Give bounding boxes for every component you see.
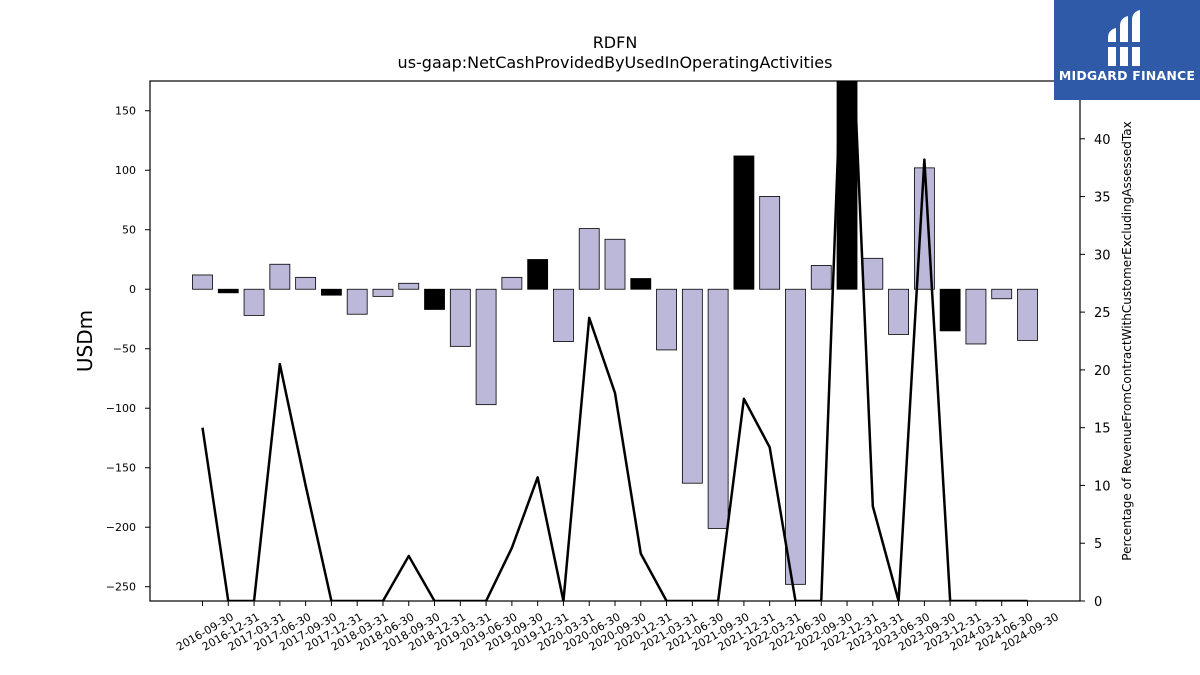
y-tick-label: −200 bbox=[106, 521, 136, 534]
bar bbox=[965, 288, 987, 345]
plot-marks bbox=[192, 81, 1038, 601]
y2-tick-label: 30 bbox=[1094, 248, 1111, 263]
bar bbox=[630, 278, 652, 290]
bar bbox=[269, 263, 291, 290]
series-line bbox=[201, 81, 1028, 601]
bar bbox=[501, 276, 523, 290]
bar bbox=[888, 288, 909, 335]
y-tick-label: −100 bbox=[106, 402, 136, 415]
bar bbox=[991, 288, 1013, 300]
y-tick-label: −250 bbox=[106, 581, 136, 594]
bar bbox=[372, 288, 394, 297]
y2-tick-label: 0 bbox=[1094, 595, 1102, 610]
bar bbox=[862, 257, 884, 290]
bar bbox=[656, 288, 677, 351]
logo-text: MIDGARD FINANCE bbox=[1058, 68, 1196, 83]
bar bbox=[553, 288, 574, 342]
y2-tick-label: 5 bbox=[1094, 537, 1102, 552]
bar bbox=[759, 196, 781, 290]
y2-tick-label: 40 bbox=[1094, 133, 1111, 148]
bar bbox=[449, 288, 471, 347]
y2-tick-label: 25 bbox=[1094, 306, 1111, 321]
y-tick-label: 100 bbox=[115, 164, 136, 177]
bar bbox=[398, 282, 420, 290]
y-tick-label: 0 bbox=[129, 283, 136, 296]
y-tick-label: 150 bbox=[115, 105, 136, 118]
bar bbox=[527, 259, 549, 290]
bar bbox=[475, 288, 497, 406]
brand-logo: MIDGARD FINANCE bbox=[1054, 0, 1200, 100]
bar bbox=[321, 288, 342, 296]
logo-mark-icon bbox=[1106, 10, 1142, 66]
y-tick-label: 50 bbox=[122, 224, 136, 237]
y-axis-label: USDm bbox=[73, 310, 97, 372]
bar bbox=[939, 288, 961, 332]
bar bbox=[295, 276, 317, 290]
y-tick-label: −50 bbox=[113, 343, 136, 356]
bar bbox=[707, 288, 729, 529]
chart-title: RDFN bbox=[593, 33, 638, 52]
chart-subtitle: us-gaap:NetCashProvidedByUsedInOperating… bbox=[398, 53, 833, 72]
bar bbox=[1017, 288, 1038, 341]
bar bbox=[346, 288, 368, 315]
bar bbox=[578, 228, 600, 290]
y2-tick-label: 10 bbox=[1094, 479, 1111, 494]
y2-tick-label: 15 bbox=[1094, 422, 1111, 437]
bar bbox=[424, 288, 445, 310]
bar bbox=[217, 288, 239, 294]
y2-tick-label: 20 bbox=[1094, 364, 1111, 379]
bar bbox=[192, 274, 213, 290]
y2-axis-label: Percentage of RevenueFromContractWithCus… bbox=[1120, 121, 1134, 560]
y2-tick-label: 35 bbox=[1094, 191, 1111, 206]
plot-frame bbox=[149, 80, 1081, 602]
bar bbox=[785, 288, 806, 585]
bar bbox=[243, 288, 265, 316]
y-tick-label: −150 bbox=[106, 462, 136, 475]
plot-area: −250 −200 −150 −100 −50 0 50 100 150 0 5 10 15 20 25 30… bbox=[106, 80, 1111, 654]
bar bbox=[681, 288, 703, 484]
bar bbox=[604, 238, 626, 290]
bar bbox=[733, 155, 755, 290]
bar bbox=[810, 265, 832, 290]
